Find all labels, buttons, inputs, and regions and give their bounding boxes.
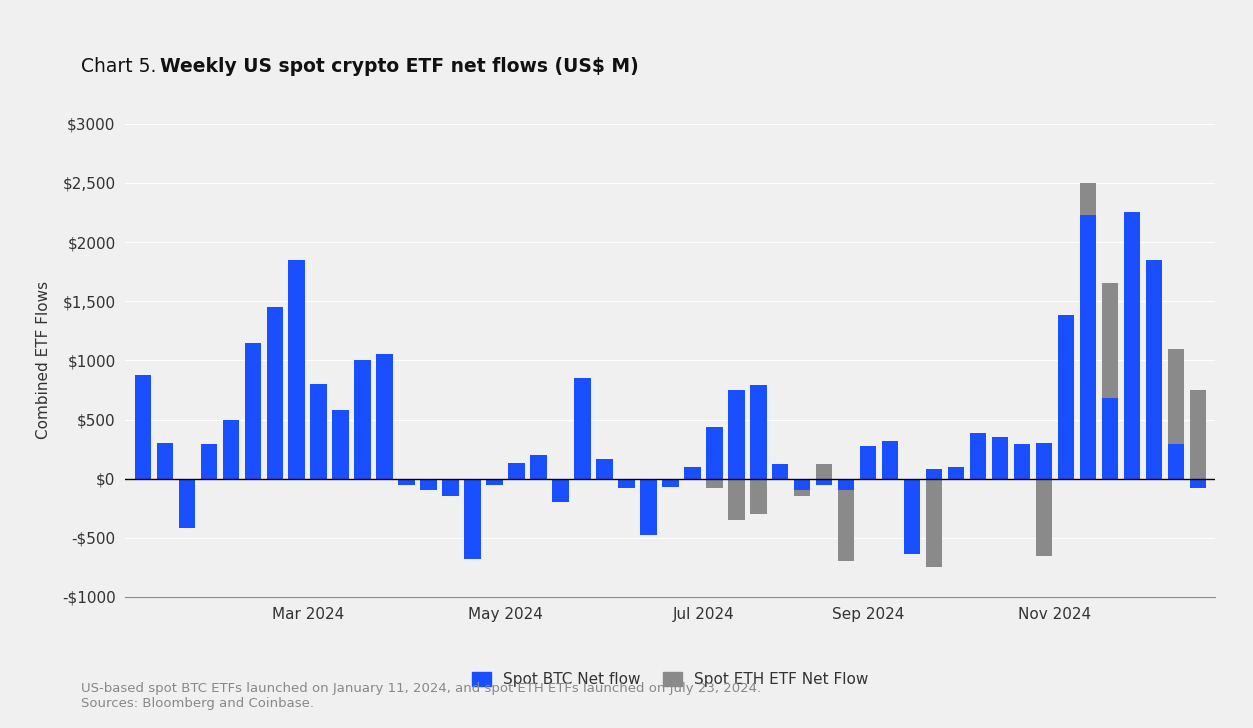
Bar <box>1058 355 1074 479</box>
Bar <box>1189 479 1207 488</box>
Bar <box>1036 479 1053 555</box>
Bar <box>574 378 590 479</box>
Bar <box>882 440 898 479</box>
Bar <box>970 432 986 479</box>
Bar <box>860 472 876 479</box>
Bar <box>288 260 304 479</box>
Y-axis label: Combined ETF Flows: Combined ETF Flows <box>36 281 50 440</box>
Bar <box>970 470 986 479</box>
Bar <box>398 479 415 485</box>
Bar <box>267 307 283 479</box>
Bar <box>707 479 723 488</box>
Bar <box>926 479 942 567</box>
Bar <box>662 479 679 487</box>
Bar <box>200 444 217 479</box>
Bar <box>376 355 393 479</box>
Bar <box>530 455 546 479</box>
Bar <box>838 479 855 561</box>
Bar <box>903 479 921 485</box>
Bar <box>179 479 195 529</box>
Bar <box>1145 260 1162 479</box>
Bar <box>860 446 876 479</box>
Bar <box>816 464 832 479</box>
Bar <box>728 479 744 520</box>
Bar <box>816 479 832 485</box>
Bar <box>707 427 723 479</box>
Text: Chart 5.: Chart 5. <box>81 58 163 76</box>
Bar <box>1101 398 1118 479</box>
Bar <box>1124 224 1140 479</box>
Bar <box>1014 444 1030 479</box>
Bar <box>1145 349 1162 479</box>
Bar <box>684 467 700 479</box>
Bar <box>618 479 634 488</box>
Bar <box>486 479 502 485</box>
Bar <box>794 479 811 496</box>
Text: Weekly US spot crypto ETF net flows (US$ M): Weekly US spot crypto ETF net flows (US$… <box>160 58 639 76</box>
Bar <box>332 410 348 479</box>
Bar <box>420 479 437 491</box>
Legend: Spot BTC Net flow, Spot ETH ETF Net Flow: Spot BTC Net flow, Spot ETH ETF Net Flow <box>466 666 875 694</box>
Bar <box>311 384 327 479</box>
Bar <box>728 390 744 479</box>
Bar <box>1014 472 1030 479</box>
Bar <box>838 479 855 491</box>
Bar <box>947 467 965 479</box>
Bar <box>1168 349 1184 479</box>
Bar <box>903 479 921 555</box>
Bar <box>992 472 1009 479</box>
Bar <box>1168 444 1184 479</box>
Bar <box>794 479 811 491</box>
Bar <box>1189 390 1207 479</box>
Bar <box>1036 443 1053 479</box>
Bar <box>465 479 481 559</box>
Bar <box>926 469 942 479</box>
Bar <box>157 443 173 479</box>
Bar <box>882 464 898 479</box>
Bar <box>509 463 525 479</box>
Bar <box>223 419 239 479</box>
Bar <box>1101 283 1118 479</box>
Text: US-based spot BTC ETFs launched on January 11, 2024, and spot ETH ETFs launched : US-based spot BTC ETFs launched on Janua… <box>81 682 762 710</box>
Bar <box>553 479 569 502</box>
Bar <box>1080 215 1096 479</box>
Bar <box>355 360 371 479</box>
Bar <box>772 464 788 479</box>
Bar <box>772 468 788 479</box>
Bar <box>751 385 767 479</box>
Bar <box>640 479 657 536</box>
Bar <box>1058 315 1074 479</box>
Bar <box>1124 213 1140 479</box>
Bar <box>442 479 459 496</box>
Bar <box>134 374 152 479</box>
Bar <box>992 438 1009 479</box>
Bar <box>1080 183 1096 479</box>
Bar <box>751 479 767 514</box>
Bar <box>596 459 613 479</box>
Bar <box>244 343 261 479</box>
Bar <box>947 472 965 479</box>
